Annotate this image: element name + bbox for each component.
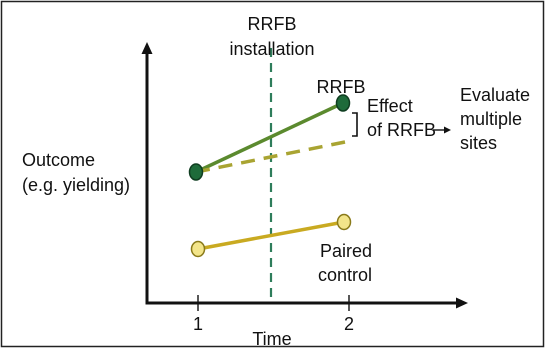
treated-series-line [195,101,344,174]
treated-series-label: RRFB [317,77,366,97]
y-axis-arrowhead [141,42,153,54]
evaluate-label-line3: sites [460,133,497,153]
control-label-line1: Paired [320,241,372,261]
y-axis-label-line2: (e.g. yielding) [22,175,130,195]
evaluate-arrowhead [444,126,451,134]
control-point-time-2 [336,213,352,231]
x-tick-label-1: 1 [193,314,203,334]
treated-point-time-1 [188,163,204,181]
effect-label-line2: of RRFB [367,120,436,140]
effect-label-line1: Effect [367,96,413,116]
counterfactual-dashed-line [195,140,346,174]
installation-label-line1: RRFB [248,14,297,34]
x-tick-label-2: 2 [344,314,354,334]
control-label-line2: control [318,265,372,285]
evaluate-label-line2: multiple [460,109,522,129]
y-axis-label-line1: Outcome [22,150,95,170]
control-series-line [197,220,345,251]
effect-bracket [352,112,358,137]
x-axis-label: Time [252,329,291,348]
control-point-time-1 [190,240,206,258]
installation-label-line2: installation [229,39,314,59]
evaluate-label-line1: Evaluate [460,85,530,105]
x-axis-arrowhead [456,297,468,309]
treated-point-time-2 [335,94,351,112]
